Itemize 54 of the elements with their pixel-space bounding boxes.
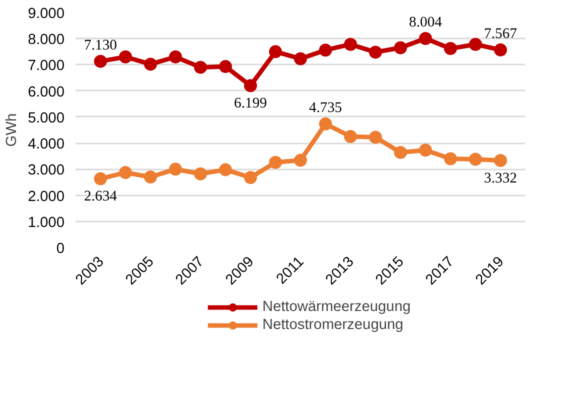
point [444, 42, 457, 56]
y-tick-label: 2.000 [28, 188, 65, 205]
point [469, 38, 482, 51]
y-tick-label: 0 [56, 241, 65, 257]
data-label: 7.130 [84, 37, 117, 54]
point [244, 171, 257, 184]
data-label: 3.332 [484, 170, 517, 186]
data-label: 6.199 [234, 96, 267, 112]
y-tick-label: 8.000 [28, 32, 65, 48]
legend-label: Nettowärmeerzeugung [262, 298, 411, 316]
point [94, 172, 107, 186]
y-tick-label: 7.000 [28, 58, 65, 74]
data-label: 4.735 [309, 100, 342, 116]
point [94, 54, 107, 68]
point [344, 38, 357, 51]
point [369, 46, 382, 59]
point [269, 156, 282, 169]
point [494, 154, 507, 167]
legend-label: Nettostromerzeugung [262, 316, 404, 334]
point [294, 154, 307, 167]
point [194, 60, 207, 74]
point [144, 170, 157, 184]
y-tick-label: 3.000 [28, 162, 65, 179]
point [144, 58, 157, 71]
point [394, 41, 407, 54]
point [344, 130, 357, 144]
point [294, 52, 307, 66]
point [169, 162, 182, 176]
y-axis-title: GWh [4, 113, 20, 147]
point [419, 144, 432, 157]
point [119, 50, 132, 64]
point [119, 166, 132, 180]
point [369, 130, 382, 144]
y-tick-label: 9.000 [28, 6, 65, 22]
point [194, 167, 207, 180]
point [419, 32, 432, 45]
point [394, 146, 407, 159]
point [244, 79, 257, 92]
point [319, 117, 332, 130]
point [444, 152, 457, 166]
point [319, 44, 332, 57]
y-tick-label: 6.000 [28, 84, 65, 100]
y-tick-label: 4.000 [28, 136, 65, 153]
data-label: 2.634 [84, 188, 118, 205]
point [169, 50, 182, 64]
point [469, 152, 482, 166]
data-label: 7.567 [484, 26, 517, 42]
point [269, 45, 282, 58]
y-tick-label: 1.000 [28, 214, 65, 231]
data-label: 8.004 [409, 14, 443, 31]
y-tick-label: 5.000 [28, 110, 65, 126]
point [219, 163, 232, 176]
point [494, 43, 507, 56]
point [219, 60, 232, 74]
